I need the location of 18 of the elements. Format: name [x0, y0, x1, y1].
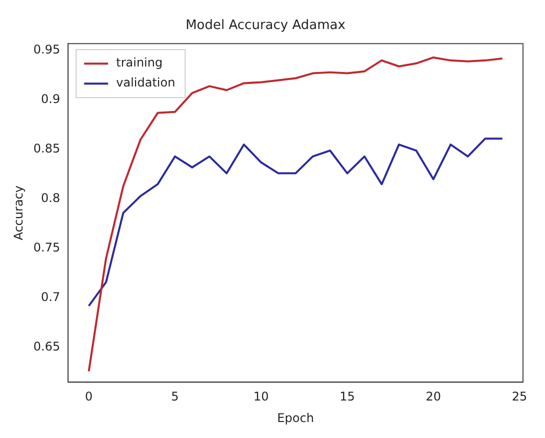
y-axis-title: Accuracy: [11, 186, 26, 240]
y-tick-label: 0.8: [41, 191, 60, 206]
y-tick-label: 0.85: [33, 142, 60, 156]
x-tick-label: 10: [253, 390, 269, 404]
x-tick-label: 20: [426, 390, 442, 404]
y-tick-label: 0.95: [33, 42, 60, 57]
chart-title: Model Accuracy Adamax: [186, 18, 346, 34]
x-tick-label: 25: [512, 390, 528, 404]
x-tick-label: 0: [84, 390, 93, 404]
legend-label: validation: [116, 76, 176, 90]
y-tick-label: 0.9: [41, 92, 60, 106]
x-tick-label: 15: [340, 390, 355, 404]
y-tick-label: 0.75: [33, 240, 60, 255]
legend-label: training: [116, 56, 163, 70]
y-tick-label: 0.65: [33, 340, 60, 354]
x-tick-label: 5: [171, 390, 179, 404]
y-tick-label: 0.7: [41, 290, 60, 304]
x-axis-title: Epoch: [277, 410, 314, 425]
